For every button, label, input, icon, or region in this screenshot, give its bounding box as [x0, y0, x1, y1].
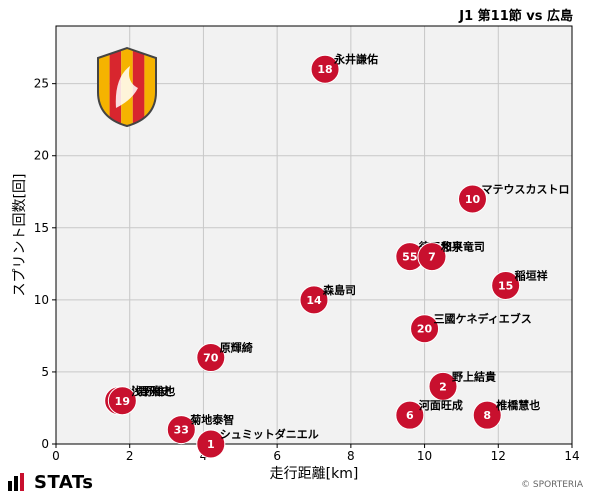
x-tick-label: 2 [126, 449, 134, 463]
brand-logo: STATs [8, 471, 94, 493]
stats-bars-icon [8, 473, 24, 491]
player-point: 7 和泉竜司 [417, 240, 485, 272]
player-marker [395, 400, 425, 430]
player-name: 稲垣祥 [515, 268, 548, 282]
player-marker [196, 343, 226, 373]
player-marker [472, 400, 502, 430]
club-crest-icon [97, 46, 157, 128]
player-number: 33 [174, 424, 189, 437]
x-tick-label: 14 [564, 449, 579, 463]
player-point: 6 河面旺成 [395, 398, 463, 430]
data-points: 18永井謙佑10マテウスカストロ55徳元悠平7和泉竜司15稲垣祥14森島司20三… [104, 52, 569, 459]
player-number: 2 [439, 380, 447, 393]
plot-frame [55, 25, 573, 445]
player-point: 1 シュミットダニエル [196, 427, 319, 459]
player-marker [107, 386, 137, 416]
y-tick-label: 5 [41, 365, 49, 379]
x-tick-label: 0 [52, 449, 60, 463]
player-name: 小野雅史 [127, 384, 173, 398]
player-number: 10 [465, 193, 481, 206]
player-number: 1 [207, 438, 215, 451]
axes: 024681012140510152025 [34, 25, 580, 463]
y-tick-label: 0 [41, 437, 49, 451]
player-marker [196, 429, 226, 459]
player-marker [166, 415, 196, 445]
copyright: © SPORTERIA [521, 480, 583, 490]
player-name: 永井謙佑 [333, 52, 378, 66]
player-marker [428, 371, 458, 401]
player-marker [310, 54, 340, 84]
player-number: 15 [498, 279, 513, 292]
y-tick-label: 10 [34, 293, 49, 307]
player-marker [457, 184, 487, 214]
player-number: 20 [417, 323, 433, 336]
player-number: 55 [402, 251, 417, 264]
player-point: 2 野上結貴 [428, 369, 496, 401]
player-marker [417, 242, 447, 272]
x-tick-label: 8 [347, 449, 355, 463]
player-marker [299, 285, 329, 315]
player-name: シュミットダニエル [220, 427, 319, 441]
player-number: 70 [203, 352, 219, 365]
player-name: 野上結貴 [452, 369, 496, 383]
player-number: 19 [115, 395, 130, 408]
player-name: 椎橋慧也 [495, 398, 540, 412]
player-number: 6 [406, 409, 414, 422]
y-tick-label: 25 [34, 77, 49, 91]
player-number: 18 [317, 63, 332, 76]
y-axis-label: スプリント回数[回] [12, 174, 28, 297]
player-name: 河面旺成 [419, 398, 463, 412]
player-name: 和泉竜司 [441, 240, 485, 254]
x-tick-label: 10 [417, 449, 432, 463]
x-axis-label: 走行距離[km] [270, 465, 359, 482]
player-name: 原輝綺 [220, 341, 253, 355]
player-name: 浅野雄也 [131, 384, 175, 398]
player-name: 森島司 [323, 283, 356, 297]
y-tick-label: 15 [34, 221, 49, 235]
brand-name: STATs [34, 471, 94, 493]
player-name: 三國ケネディエブス [434, 312, 532, 326]
player-point: 8 椎橋慧也 [472, 398, 540, 430]
x-tick-label: 6 [273, 449, 281, 463]
x-tick-label: 12 [491, 449, 506, 463]
player-name: 菊地泰智 [190, 413, 234, 427]
player-number: 14 [306, 294, 322, 307]
player-number: 7 [428, 251, 436, 264]
y-tick-label: 20 [34, 149, 49, 163]
player-marker [491, 270, 521, 300]
player-marker [410, 314, 440, 344]
match-title: J1 第11節 vs 広島 [459, 9, 573, 24]
player-name: マテウスカストロ [481, 183, 569, 196]
player-number: 8 [483, 409, 491, 422]
